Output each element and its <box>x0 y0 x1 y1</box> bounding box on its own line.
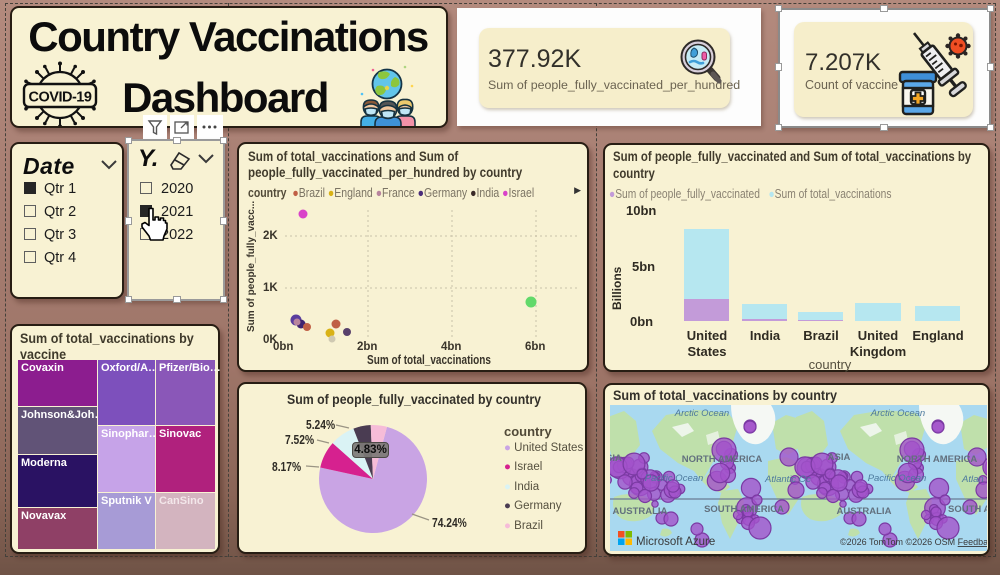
svg-text:NORTH AMERICA: NORTH AMERICA <box>682 454 763 465</box>
svg-text:AUSTRALIA: AUSTRALIA <box>837 506 892 517</box>
svg-text:COVID-19: COVID-19 <box>29 90 92 106</box>
svg-text:Arctic Ocean: Arctic Ocean <box>870 408 925 419</box>
svg-text:©2026 TomTom ©2026 OSM Feedbac: ©2026 TomTom ©2026 OSM Feedback <box>840 537 987 547</box>
svg-text:Pacific Ocean: Pacific Ocean <box>645 473 704 484</box>
svg-text:Microsoft Azure: Microsoft Azure <box>636 536 715 548</box>
svg-text:Pacific Ocean: Pacific Ocean <box>868 473 927 484</box>
svg-text:Atlan: Atlan <box>961 474 984 485</box>
svg-text:SIA: SIA <box>610 453 622 464</box>
svg-text:NORTH AMERICA: NORTH AMERICA <box>897 454 978 465</box>
svg-text:Arctic Ocean: Arctic Ocean <box>674 408 729 419</box>
svg-text:ASIA: ASIA <box>828 452 851 463</box>
svg-text:SOUTH AME: SOUTH AME <box>948 504 987 515</box>
svg-text:SOUTH AMERICA: SOUTH AMERICA <box>704 504 784 515</box>
svg-text:AUSTRALIA: AUSTRALIA <box>613 506 668 517</box>
svg-text:Atlantic Oc: Atlantic Oc <box>764 474 811 485</box>
